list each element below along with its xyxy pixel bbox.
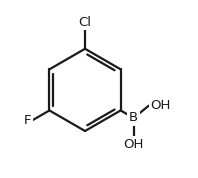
Text: B: B — [129, 111, 138, 124]
Text: F: F — [24, 114, 31, 127]
Text: OH: OH — [150, 99, 170, 112]
Text: OH: OH — [124, 138, 144, 151]
Text: Cl: Cl — [79, 16, 91, 29]
